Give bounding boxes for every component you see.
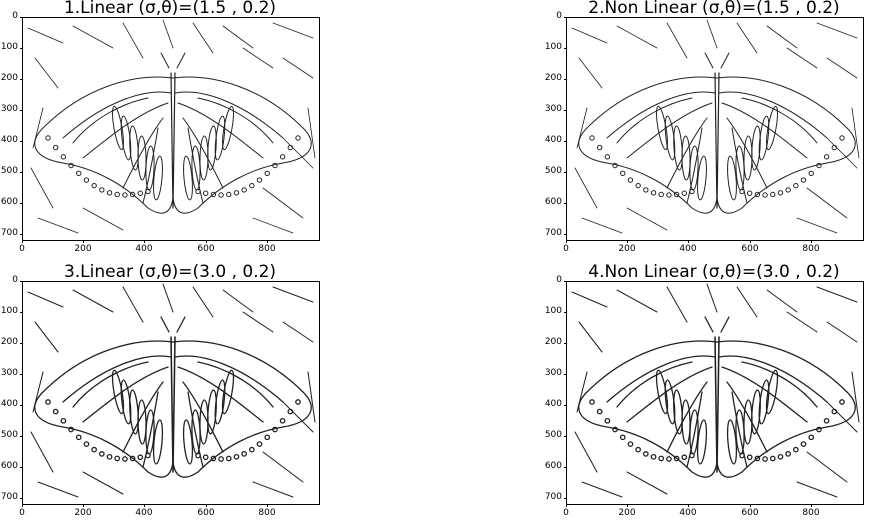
y-tick-label: 200 bbox=[0, 73, 23, 83]
y-tick-label: 300 bbox=[540, 368, 567, 378]
y-tick-label: 100 bbox=[540, 306, 567, 316]
y-tick-label: 700 bbox=[0, 492, 23, 502]
butterfly-edge-image bbox=[22, 17, 320, 241]
y-tick-label: 500 bbox=[0, 166, 23, 176]
x-tick-label: 800 bbox=[796, 240, 826, 254]
y-tick-label: 600 bbox=[0, 461, 23, 471]
x-tick-label: 0 bbox=[551, 504, 581, 518]
y-tick-label: 300 bbox=[0, 104, 23, 114]
y-tick-label: 400 bbox=[540, 135, 567, 145]
x-tick-label: 600 bbox=[191, 240, 221, 254]
y-tick-label: 100 bbox=[540, 42, 567, 52]
subplot-title: 1.Linear (σ,θ)=(1.5 , 0.2) bbox=[63, 0, 277, 18]
y-tick-label: 300 bbox=[0, 368, 23, 378]
y-tick-label: 700 bbox=[540, 492, 567, 502]
y-tick-label: 400 bbox=[0, 135, 23, 145]
x-tick-label: 200 bbox=[68, 504, 98, 518]
x-tick-label: 600 bbox=[191, 504, 221, 518]
y-tick-label: 0 bbox=[0, 11, 23, 21]
x-tick-label: 200 bbox=[68, 240, 98, 254]
x-tick-label: 0 bbox=[551, 240, 581, 254]
y-tick-label: 100 bbox=[0, 42, 23, 52]
y-tick-label: 200 bbox=[540, 337, 567, 347]
y-tick-label: 600 bbox=[540, 461, 567, 471]
y-tick-label: 0 bbox=[540, 11, 567, 21]
x-tick-label: 800 bbox=[252, 240, 282, 254]
subplot-title: 3.Linear (σ,θ)=(3.0 , 0.2) bbox=[63, 262, 277, 282]
butterfly-edge-image bbox=[566, 281, 864, 505]
butterfly-edge-image bbox=[566, 17, 864, 241]
x-tick-label: 200 bbox=[612, 240, 642, 254]
subplot-title: 4.Non Linear (σ,θ)=(3.0 , 0.2) bbox=[588, 262, 840, 282]
y-tick-label: 0 bbox=[0, 275, 23, 285]
y-tick-label: 700 bbox=[540, 228, 567, 238]
y-tick-label: 700 bbox=[0, 228, 23, 238]
y-tick-label: 400 bbox=[0, 399, 23, 409]
x-tick-label: 200 bbox=[612, 504, 642, 518]
y-tick-label: 200 bbox=[0, 337, 23, 347]
y-tick-label: 600 bbox=[540, 197, 567, 207]
x-tick-label: 800 bbox=[252, 504, 282, 518]
y-tick-label: 100 bbox=[0, 306, 23, 316]
y-tick-label: 0 bbox=[540, 275, 567, 285]
x-tick-label: 600 bbox=[735, 504, 765, 518]
y-tick-label: 500 bbox=[540, 166, 567, 176]
x-tick-label: 400 bbox=[129, 504, 159, 518]
butterfly-edge-image bbox=[22, 281, 320, 505]
x-tick-label: 600 bbox=[735, 240, 765, 254]
y-tick-label: 600 bbox=[0, 197, 23, 207]
subplot-title: 2.Non Linear (σ,θ)=(1.5 , 0.2) bbox=[588, 0, 840, 18]
y-tick-label: 300 bbox=[540, 104, 567, 114]
x-tick-label: 400 bbox=[129, 240, 159, 254]
y-tick-label: 500 bbox=[540, 430, 567, 440]
x-tick-label: 0 bbox=[7, 240, 37, 254]
x-tick-label: 400 bbox=[673, 240, 703, 254]
x-tick-label: 0 bbox=[7, 504, 37, 518]
y-tick-label: 400 bbox=[540, 399, 567, 409]
y-tick-label: 500 bbox=[0, 430, 23, 440]
x-tick-label: 800 bbox=[796, 504, 826, 518]
x-tick-label: 400 bbox=[673, 504, 703, 518]
y-tick-label: 200 bbox=[540, 73, 567, 83]
